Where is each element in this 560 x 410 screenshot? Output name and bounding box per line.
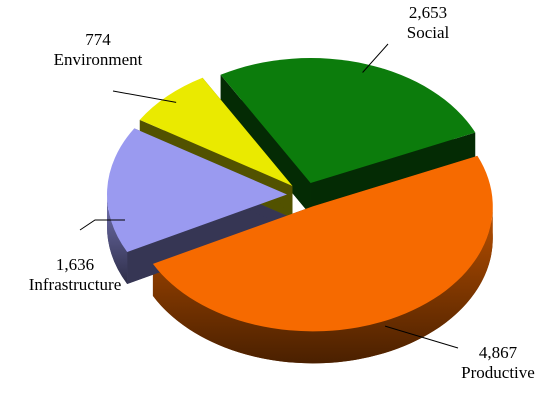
- slice-wall: [310, 132, 476, 216]
- slice-side: [152, 206, 493, 364]
- pie-tops: [107, 58, 493, 332]
- pie-slice: [139, 77, 293, 186]
- leader-line: [384, 325, 459, 349]
- leader-line: [362, 43, 389, 73]
- value-label: 774: [85, 30, 111, 49]
- slice-wall: [220, 74, 311, 216]
- category-label: Environment: [54, 50, 143, 69]
- category-label: Productive: [461, 363, 535, 382]
- pie-slice: [220, 58, 476, 184]
- slice-side: [107, 194, 128, 284]
- leader-line: [112, 90, 177, 103]
- category-label: Social: [407, 23, 450, 42]
- value-label: 2,653: [409, 3, 447, 22]
- category-label: Infrastructure: [29, 275, 122, 294]
- value-label: 4,867: [479, 343, 518, 362]
- pie-slice: [107, 128, 288, 252]
- value-label: 1,636: [56, 255, 94, 274]
- leader-line: [79, 219, 125, 231]
- pie-slice: [152, 155, 493, 332]
